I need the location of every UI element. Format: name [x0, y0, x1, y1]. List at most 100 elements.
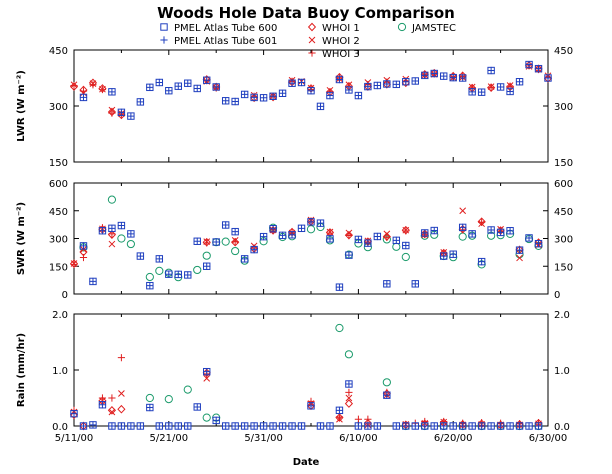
data-point	[487, 422, 495, 430]
data-point	[402, 422, 410, 430]
data-point	[440, 72, 448, 80]
y-tick-label: 1.0	[52, 366, 68, 377]
data-point	[108, 408, 116, 416]
legend-marker	[308, 49, 316, 57]
data-point	[487, 226, 495, 234]
data-point	[478, 218, 486, 226]
data-point	[269, 225, 277, 233]
series-jamstec	[79, 195, 543, 282]
data-point	[468, 88, 476, 96]
panel-svr: 0 0 150 150 300 300 450 450 600 600 SWR (W m⁻²)	[16, 179, 573, 301]
x-tick-label: 6/10/00	[339, 433, 378, 444]
x-tick-label: 6/30/00	[529, 433, 568, 444]
data-point	[269, 92, 277, 100]
data-point	[184, 79, 192, 87]
data-point	[364, 82, 372, 91]
data-point	[392, 242, 401, 251]
data-point	[382, 378, 391, 387]
x-tick-label: 5/21/00	[150, 433, 189, 444]
y-tick-label: 450	[49, 46, 68, 57]
data-point	[146, 282, 154, 290]
series-whoi-1	[69, 217, 543, 268]
data-point	[107, 195, 117, 204]
y-tick-label: 0	[62, 290, 68, 301]
data-point	[278, 231, 287, 239]
data-point	[108, 422, 116, 430]
data-point	[118, 390, 125, 397]
data-point	[250, 93, 258, 102]
data-point	[345, 388, 353, 396]
data-point	[203, 375, 211, 382]
data-point	[241, 90, 249, 99]
data-point	[231, 228, 239, 236]
data-point	[79, 242, 88, 250]
data-point	[108, 240, 116, 248]
data-point	[117, 354, 125, 362]
data-point	[183, 385, 192, 394]
data-point	[487, 83, 495, 91]
data-point	[126, 239, 135, 249]
panel-frame	[73, 182, 549, 295]
data-point	[278, 422, 287, 430]
data-point	[364, 422, 372, 430]
y-tick-label: 450	[554, 207, 573, 218]
data-point	[70, 260, 78, 268]
data-point	[79, 422, 88, 430]
data-point	[89, 277, 97, 286]
data-point	[155, 255, 163, 263]
data-point	[231, 237, 240, 247]
series-pmel-atlas-tube-600	[70, 367, 543, 430]
data-point	[117, 422, 125, 430]
data-point	[146, 403, 154, 412]
data-point	[202, 251, 211, 260]
data-point	[345, 251, 353, 259]
series-pmel-atlas-tube-601	[79, 60, 552, 120]
data-point	[155, 422, 163, 430]
data-point	[459, 74, 467, 82]
legend-label: WHOI 2	[322, 36, 360, 47]
data-point	[497, 228, 505, 236]
data-point	[326, 422, 334, 430]
data-point	[98, 85, 107, 94]
legend-label: JAMSTEC	[411, 23, 456, 34]
data-point	[525, 422, 533, 430]
data-point	[117, 404, 126, 414]
y-tick-label: 150	[49, 262, 68, 273]
data-point	[108, 88, 116, 96]
data-point	[326, 91, 334, 100]
data-point	[184, 422, 192, 430]
data-point	[516, 254, 523, 262]
data-point	[402, 227, 410, 235]
data-point	[146, 83, 154, 91]
data-point	[316, 422, 325, 430]
data-point	[127, 230, 135, 238]
data-point	[402, 241, 410, 250]
y-tick-label: 150	[49, 158, 68, 169]
data-point	[345, 380, 353, 388]
data-point	[487, 83, 496, 93]
data-point	[174, 422, 182, 430]
data-point	[165, 87, 173, 95]
y-tick-label: 0.0	[52, 422, 68, 433]
y-tick-label: 0	[554, 290, 560, 301]
data-point	[127, 422, 135, 430]
data-point	[136, 252, 144, 260]
data-point	[250, 422, 258, 430]
y-tick-label: 300	[554, 102, 573, 113]
data-point	[89, 81, 97, 89]
data-point	[316, 219, 325, 227]
data-point	[297, 78, 306, 87]
data-point	[344, 399, 354, 408]
data-point	[221, 237, 230, 246]
data-point	[345, 86, 353, 94]
data-point	[174, 270, 182, 278]
data-point	[373, 232, 381, 241]
data-point	[212, 238, 220, 246]
data-point	[411, 77, 419, 85]
y-tick-label: 150	[554, 262, 573, 273]
data-point	[392, 422, 400, 430]
x-tick-label: 5/11/00	[55, 433, 94, 444]
legend-marker	[307, 22, 317, 32]
data-point	[497, 422, 505, 430]
